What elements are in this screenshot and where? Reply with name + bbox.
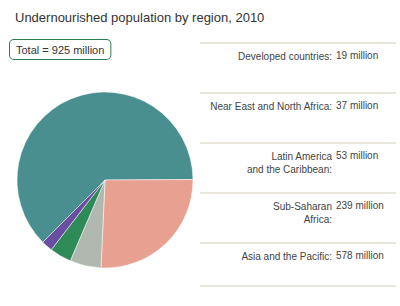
- svg-text:Undernourished population by r: Undernourished population by region, 201…: [15, 10, 264, 25]
- svg-text:Total = 925 million: Total = 925 million: [16, 44, 104, 56]
- svg-text:Asia and the Pacific:: Asia and the Pacific:: [241, 251, 332, 262]
- svg-text:578 million: 578 million: [336, 250, 384, 261]
- svg-text:and the Caribbean:: and the Caribbean:: [247, 164, 332, 175]
- svg-text:Near East and North Africa:: Near East and North Africa:: [210, 101, 332, 112]
- svg-text:Developed countries:: Developed countries:: [238, 51, 332, 62]
- svg-text:53 million: 53 million: [336, 150, 378, 161]
- svg-text:Latin America: Latin America: [271, 151, 332, 162]
- svg-text:Africa:: Africa:: [304, 214, 332, 225]
- svg-text:37 million: 37 million: [336, 100, 378, 111]
- svg-text:239 million: 239 million: [336, 200, 384, 211]
- svg-text:19 million: 19 million: [336, 50, 378, 61]
- svg-text:Sub-Saharan: Sub-Saharan: [273, 201, 332, 212]
